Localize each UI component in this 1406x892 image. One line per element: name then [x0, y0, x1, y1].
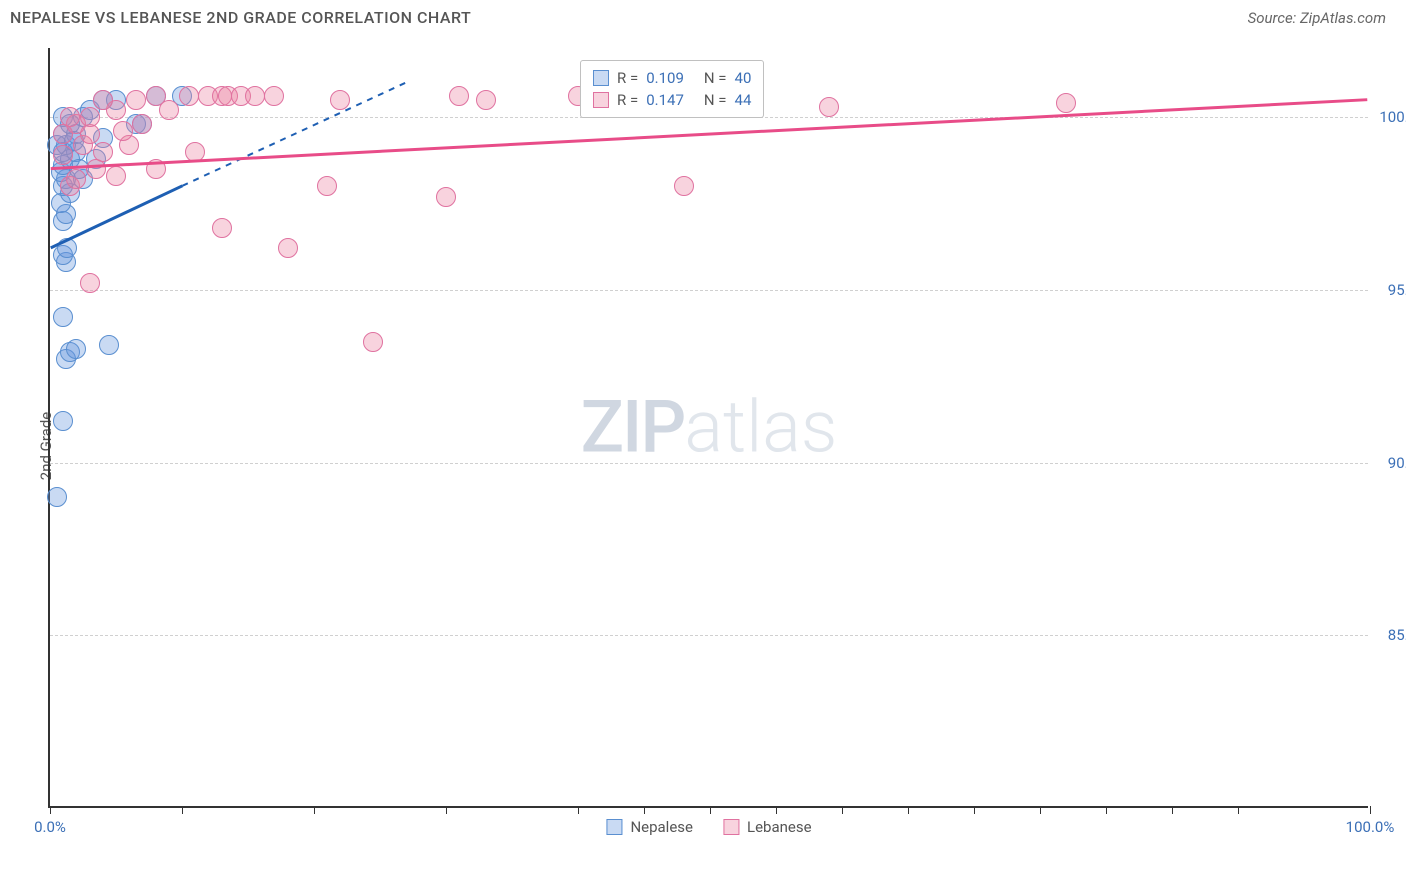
- y-tick-label: 100.0%: [1373, 108, 1406, 126]
- data-point: [60, 107, 80, 127]
- x-tick: [974, 806, 975, 814]
- y-tick-label: 85.0%: [1373, 626, 1406, 644]
- series-legend-item: Lebanese: [723, 818, 812, 836]
- data-point: [53, 145, 73, 165]
- series-legend-label: Nepalese: [630, 818, 693, 836]
- data-point: [53, 307, 73, 327]
- stats-legend: R = 0.109 N = 40 R = 0.147 N = 44: [580, 60, 764, 118]
- data-point: [264, 86, 284, 106]
- data-point: [245, 86, 265, 106]
- data-point: [330, 90, 350, 110]
- x-tick: [446, 806, 447, 814]
- data-point: [66, 339, 86, 359]
- data-point: [93, 142, 113, 162]
- chart-source: Source: ZipAtlas.com: [1248, 9, 1386, 27]
- data-point: [363, 332, 383, 352]
- legend-n-value: 40: [735, 69, 752, 87]
- legend-r-value: 0.109: [646, 69, 684, 87]
- data-point: [819, 97, 839, 117]
- watermark-part1: ZIP: [581, 385, 685, 470]
- data-point: [146, 159, 166, 179]
- data-point: [185, 142, 205, 162]
- legend-r-label: R =: [617, 69, 638, 87]
- series-legend-item: Nepalese: [606, 818, 693, 836]
- x-tick: [842, 806, 843, 814]
- data-point: [476, 90, 496, 110]
- gridline: [50, 635, 1368, 636]
- data-point: [179, 86, 199, 106]
- data-point: [113, 121, 133, 141]
- x-tick-label: 100.0%: [1346, 818, 1395, 836]
- x-tick: [50, 806, 51, 814]
- x-tick: [1370, 806, 1371, 814]
- x-tick: [1172, 806, 1173, 814]
- data-point: [66, 169, 86, 189]
- data-point: [317, 176, 337, 196]
- legend-swatch: [593, 70, 609, 86]
- legend-swatch: [593, 92, 609, 108]
- data-point: [132, 114, 152, 134]
- watermark: ZIPatlas: [581, 385, 838, 470]
- gridline: [50, 290, 1368, 291]
- data-point: [1056, 93, 1076, 113]
- legend-r-value: 0.147: [646, 91, 684, 109]
- x-tick: [776, 806, 777, 814]
- data-point: [449, 86, 469, 106]
- legend-n-value: 44: [735, 91, 752, 109]
- data-point: [80, 273, 100, 293]
- x-tick: [182, 806, 183, 814]
- legend-swatch: [606, 819, 622, 835]
- x-tick: [710, 806, 711, 814]
- series-legend: Nepalese Lebanese: [606, 818, 811, 836]
- legend-swatch: [723, 819, 739, 835]
- y-tick-label: 90.0%: [1373, 454, 1406, 472]
- x-tick: [578, 806, 579, 814]
- watermark-part2: atlas: [684, 385, 837, 470]
- data-point: [278, 238, 298, 258]
- x-tick: [908, 806, 909, 814]
- data-point: [99, 335, 119, 355]
- data-point: [86, 159, 106, 179]
- stats-legend-row: R = 0.147 N = 44: [593, 89, 751, 111]
- x-tick: [644, 806, 645, 814]
- data-point: [53, 411, 73, 431]
- x-tick: [1040, 806, 1041, 814]
- data-point: [212, 218, 232, 238]
- data-point: [57, 238, 77, 258]
- scatter-chart: ZIPatlas R = 0.109N = 40R = 0.147N = 44 …: [48, 48, 1368, 808]
- chart-title: NEPALESE VS LEBANESE 2ND GRADE CORRELATI…: [10, 8, 471, 27]
- trend-lines: [50, 48, 1368, 806]
- chart-header: NEPALESE VS LEBANESE 2ND GRADE CORRELATI…: [0, 0, 1406, 35]
- data-point: [146, 86, 166, 106]
- data-point: [436, 187, 456, 207]
- legend-n-label: N =: [704, 91, 727, 109]
- data-point: [126, 90, 146, 110]
- data-point: [106, 166, 126, 186]
- stats-legend-row: R = 0.109 N = 40: [593, 67, 751, 89]
- x-tick-label: 0.0%: [34, 818, 66, 836]
- x-tick: [314, 806, 315, 814]
- x-tick: [1238, 806, 1239, 814]
- legend-r-label: R =: [617, 91, 638, 109]
- series-legend-label: Lebanese: [747, 818, 812, 836]
- x-tick: [1106, 806, 1107, 814]
- legend-n-label: N =: [704, 69, 727, 87]
- data-point: [47, 487, 67, 507]
- data-point: [93, 90, 113, 110]
- gridline: [50, 463, 1368, 464]
- y-tick-label: 95.0%: [1373, 281, 1406, 299]
- data-point: [80, 107, 100, 127]
- data-point: [674, 176, 694, 196]
